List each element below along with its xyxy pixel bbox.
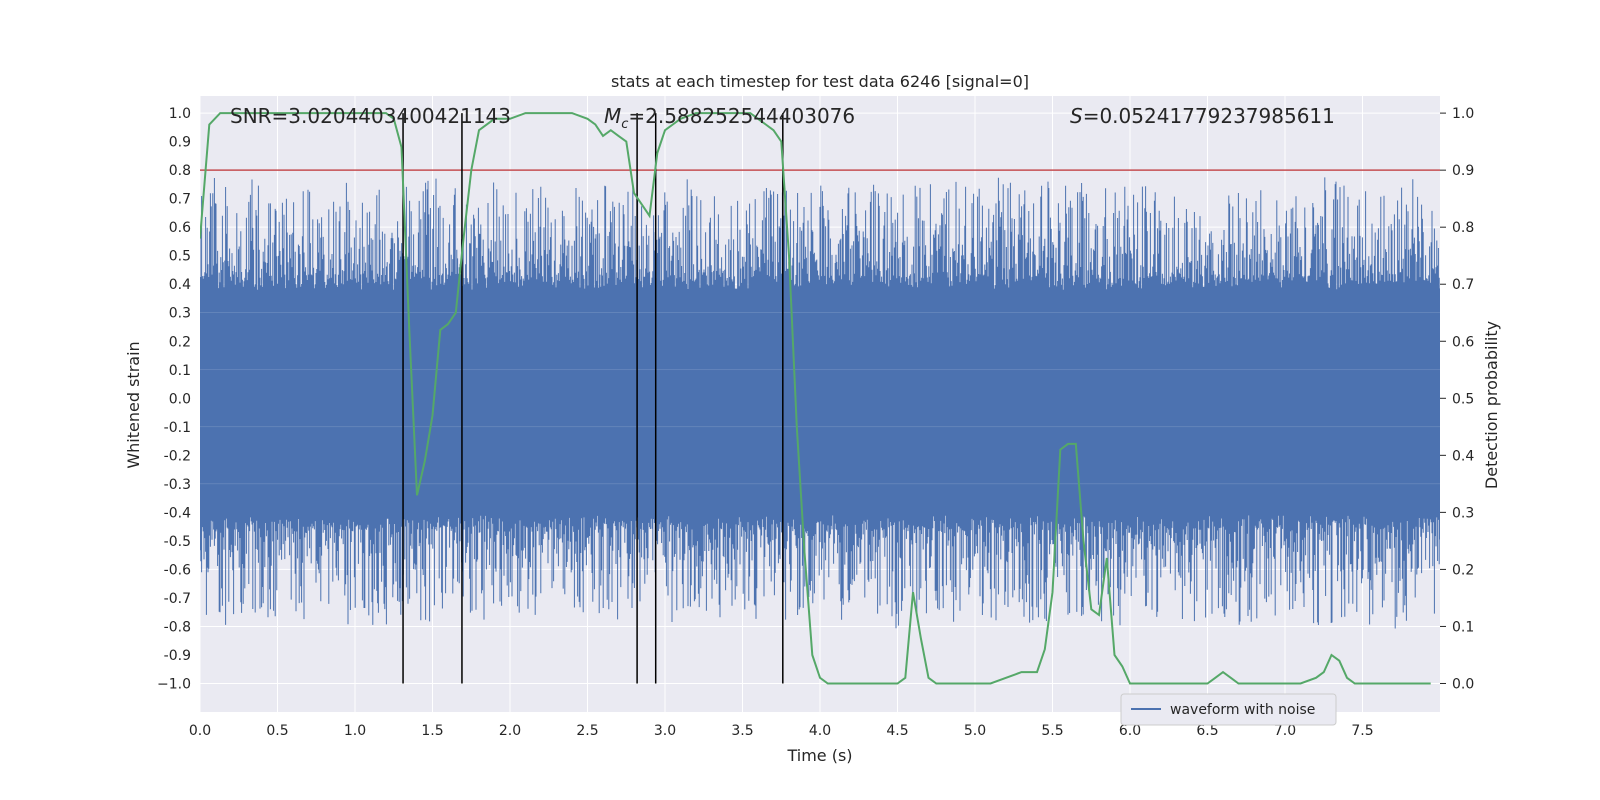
s-annotation: S=0.05241779237985611 — [1070, 104, 1335, 128]
y-right-tick-label: 0.5 — [1452, 391, 1474, 407]
y-left-tick-label: -0.1 — [164, 420, 191, 436]
y-left-tick-label: -0.2 — [164, 448, 191, 464]
y-right-tick-label: 0.8 — [1452, 220, 1474, 236]
y-right-tick-label: 0.1 — [1452, 619, 1474, 635]
x-tick-label: 5.0 — [964, 723, 986, 739]
y-left-tick-label: 0.3 — [169, 306, 191, 322]
legend: waveform with noise — [1120, 693, 1337, 726]
y-left-tick-label: 0.4 — [169, 277, 191, 293]
y-left-tick-label: 0.6 — [169, 220, 191, 236]
y-right-axis-label: Detection probability — [1482, 321, 1501, 489]
y-right-tick-label: 0.2 — [1452, 562, 1474, 578]
x-tick-label: 0.5 — [266, 723, 288, 739]
y-right-tick-label: 0.6 — [1452, 334, 1474, 350]
x-tick-label: 0.0 — [189, 723, 211, 739]
y-right-ticks: 1.0 0.9 0.8 0.7 0.6 0.5 0.4 0.3 0.2 0.1 0.0 — [1440, 106, 1474, 692]
y-left-tick-label: -0.4 — [164, 505, 191, 521]
x-tick-label: 3.5 — [731, 723, 753, 739]
y-left-tick-label: -0.7 — [164, 591, 191, 607]
y-left-tick-label: 0.1 — [169, 363, 191, 379]
y-left-tick-label: 0.7 — [169, 192, 191, 208]
waveform-spikes — [200, 177, 1440, 629]
y-left-tick-label: -0.6 — [164, 562, 191, 578]
vertical-markers — [402, 113, 784, 684]
y-left-tick-label: 0.0 — [169, 391, 191, 407]
y-left-tick-label: 0.5 — [169, 249, 191, 265]
x-tick-label: 1.0 — [344, 723, 366, 739]
waveform-series — [200, 177, 1440, 629]
snr-annotation: SNR=3.0204403400421143 — [230, 104, 511, 128]
x-tick-label: 4.5 — [886, 723, 908, 739]
y-right-tick-label: 0.9 — [1452, 163, 1474, 179]
y-right-tick-label: 0.4 — [1452, 448, 1474, 464]
legend-box — [1120, 693, 1337, 726]
y-right-tick-label: 0.3 — [1452, 505, 1474, 521]
y-left-tick-label: −1.0 — [157, 676, 191, 692]
x-tick-label: 4.0 — [809, 723, 831, 739]
y-left-tick-label: -0.5 — [164, 534, 191, 550]
x-tick-label: 7.5 — [1351, 723, 1373, 739]
chart-title: stats at each timestep for test data 624… — [611, 72, 1029, 91]
y-left-tick-label: -0.8 — [164, 619, 191, 635]
x-axis-label: Time (s) — [786, 746, 852, 765]
y-left-tick-label: -0.9 — [164, 648, 191, 664]
x-ticks: 0.0 0.5 1.0 1.5 2.0 2.5 3.0 3.5 4.0 4.5 5.0 5.5 6.0 6… — [189, 723, 1374, 739]
x-tick-label: 2.0 — [499, 723, 521, 739]
y-right-tick-label: 0.7 — [1452, 277, 1474, 293]
x-tick-label: 5.5 — [1041, 723, 1063, 739]
y-right-tick-label: 0.0 — [1452, 676, 1474, 692]
x-tick-label: 7.0 — [1274, 723, 1296, 739]
x-tick-label: 6.5 — [1196, 723, 1218, 739]
legend-label: waveform with noise — [1170, 702, 1315, 718]
y-left-tick-label: 0.2 — [169, 334, 191, 350]
y-left-axis-label: Whitened strain — [124, 341, 143, 468]
x-tick-label: 3.0 — [654, 723, 676, 739]
x-tick-label: 2.5 — [576, 723, 598, 739]
y-left-tick-label: 0.9 — [169, 135, 191, 151]
detection-probability-line — [200, 112, 1431, 685]
x-tick-label: 6.0 — [1119, 723, 1141, 739]
y-left-tick-label: 1.0 — [169, 106, 191, 122]
x-tick-label: 1.5 — [421, 723, 443, 739]
y-right-tick-label: 1.0 — [1452, 106, 1474, 122]
y-left-tick-label: -0.3 — [164, 477, 191, 493]
chirp-mass-annotation: Mc=2.588252544403076 — [604, 104, 855, 132]
y-left-tick-label: 0.8 — [169, 163, 191, 179]
y-left-ticks: 1.0 0.9 0.8 0.7 0.6 0.5 0.4 0.3 0.2 0.1 0.0 -0.1 -0.… — [157, 106, 191, 692]
